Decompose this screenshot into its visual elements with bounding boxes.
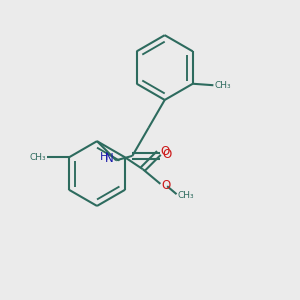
Text: N: N — [104, 152, 113, 165]
Text: CH₃: CH₃ — [178, 191, 194, 200]
Text: H: H — [100, 152, 108, 162]
Text: O: O — [162, 148, 171, 161]
Text: O: O — [160, 145, 169, 158]
Text: O: O — [162, 178, 171, 191]
Text: CH₃: CH₃ — [29, 153, 46, 162]
Text: CH₃: CH₃ — [214, 81, 231, 90]
